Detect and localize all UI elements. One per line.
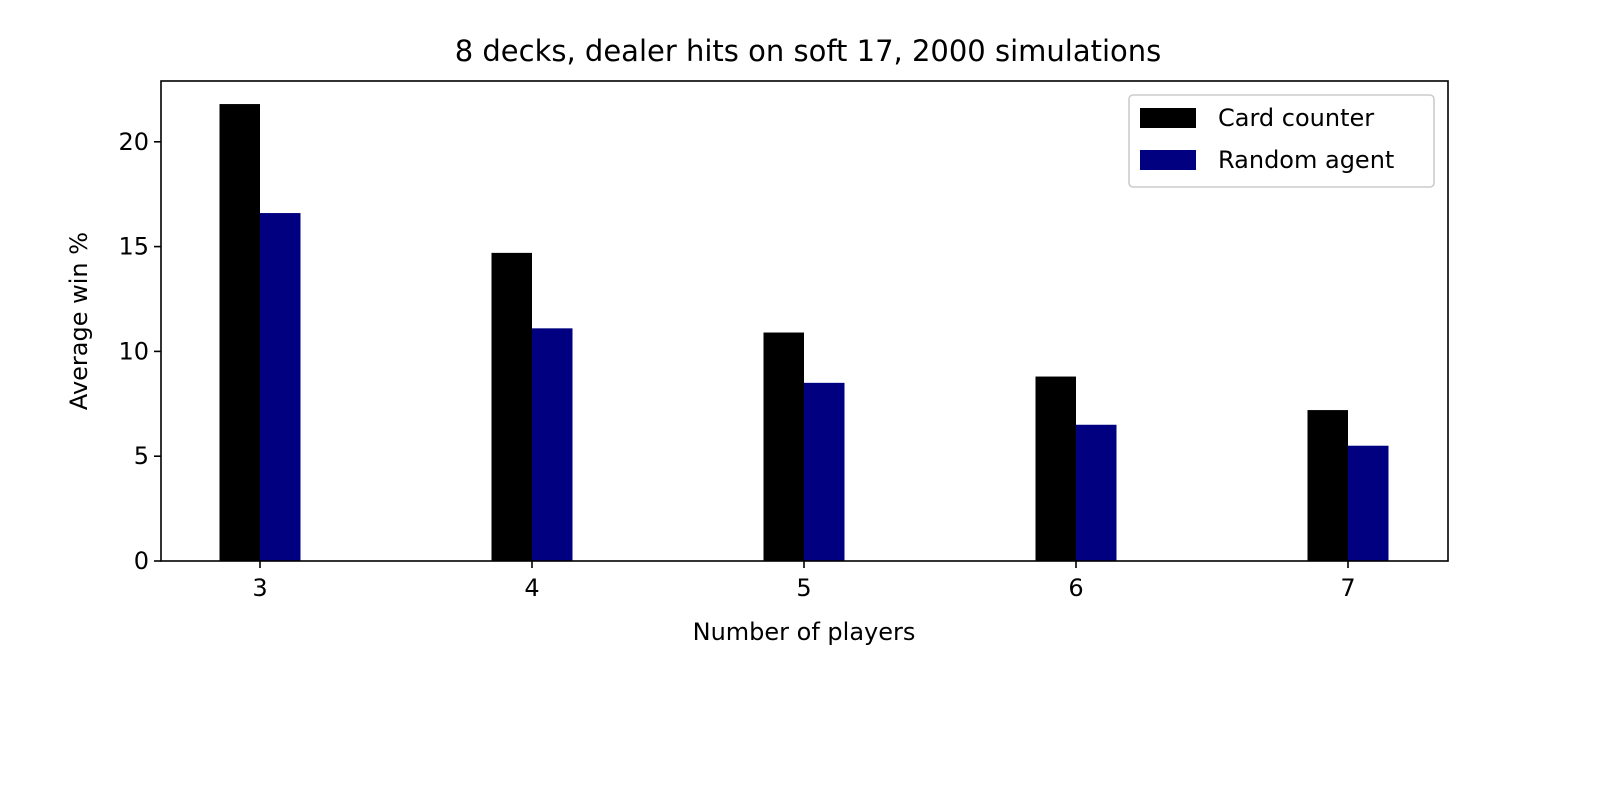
bar-card-counter-4 xyxy=(491,252,532,561)
legend-label-random-agent: Random agent xyxy=(1218,146,1394,174)
x-tick-label: 6 xyxy=(1068,574,1083,602)
legend-swatch-random-agent xyxy=(1140,150,1196,170)
bar-random-agent-5 xyxy=(804,382,845,561)
bar-card-counter-3 xyxy=(219,104,260,562)
bar-random-agent-4 xyxy=(532,328,573,561)
y-tick-label: 10 xyxy=(118,337,149,365)
y-tick-label: 0 xyxy=(134,547,149,575)
bar-card-counter-7 xyxy=(1307,410,1348,561)
legend-swatch-card-counter xyxy=(1140,108,1196,128)
legend: Card counter Random agent xyxy=(1128,94,1435,188)
bar-card-counter-5 xyxy=(763,332,804,561)
y-axis-ticks: 0 5 10 15 20 xyxy=(118,128,161,575)
y-tick-label: 20 xyxy=(118,128,149,156)
y-axis-label: Average win % xyxy=(65,232,93,410)
y-tick-label: 15 xyxy=(118,233,149,261)
y-tick-label: 5 xyxy=(134,442,149,470)
legend-label-card-counter: Card counter xyxy=(1218,104,1374,132)
x-tick-label: 3 xyxy=(252,574,267,602)
legend-frame xyxy=(1128,94,1435,188)
x-axis-label: Number of players xyxy=(693,618,916,646)
x-tick-label: 7 xyxy=(1340,574,1355,602)
bar-random-agent-7 xyxy=(1348,445,1389,561)
bar-random-agent-6 xyxy=(1076,424,1117,561)
bars xyxy=(219,104,1389,562)
bar-random-agent-3 xyxy=(260,213,301,561)
x-tick-label: 4 xyxy=(524,574,539,602)
x-tick-label: 5 xyxy=(796,574,811,602)
x-axis-ticks: 3 4 5 6 7 xyxy=(252,561,1356,602)
bar-card-counter-6 xyxy=(1035,376,1076,561)
chart-title: 8 decks, dealer hits on soft 17, 2000 si… xyxy=(455,34,1162,68)
